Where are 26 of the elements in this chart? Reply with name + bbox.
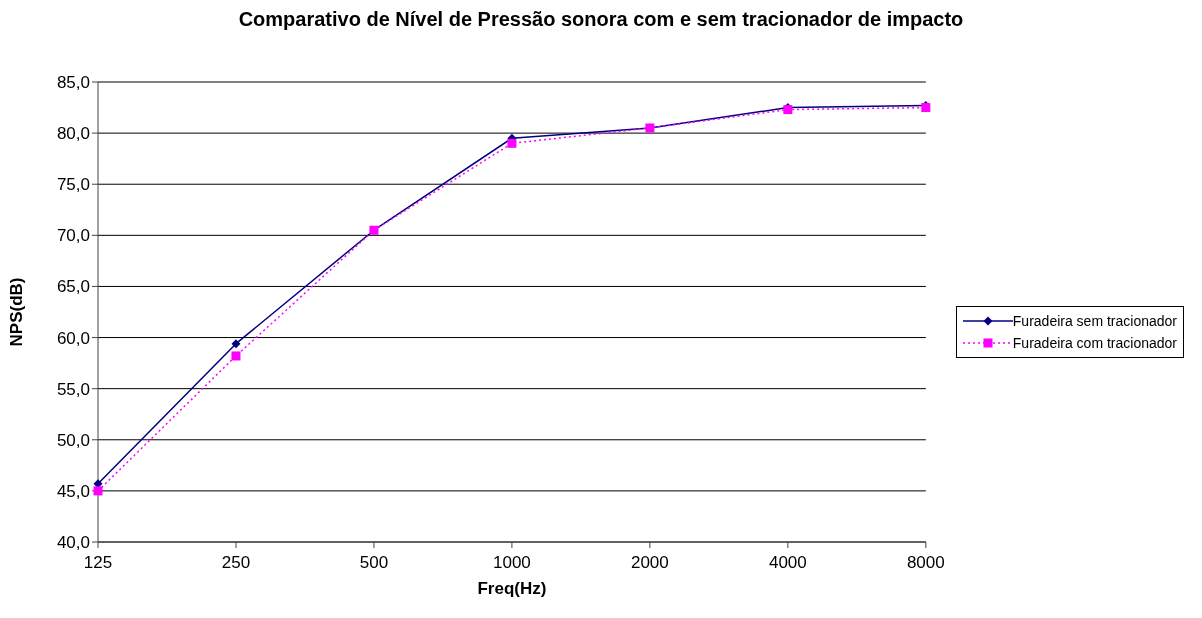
point <box>507 138 517 148</box>
legend-label: Furadeira sem tracionador <box>1012 313 1177 329</box>
y-tick-label: 50,0 <box>56 430 90 450</box>
y-tick-label: 60,0 <box>56 328 90 348</box>
point <box>231 351 241 361</box>
chart-title: Comparativo de Nível de Pressão sonora com e sem tracionador de impacto <box>237 8 965 32</box>
x-tick-label: 8000 <box>906 553 945 573</box>
y-tick-label: 75,0 <box>56 175 90 195</box>
x-tick-label: 125 <box>83 553 113 573</box>
y-tick-label: 80,0 <box>56 124 90 144</box>
x-tick-label: 4000 <box>768 553 807 573</box>
x-axis-title: Freq(Hz) <box>477 579 547 598</box>
y-tick-label: 65,0 <box>56 277 90 297</box>
y-tick-label: 55,0 <box>56 379 90 399</box>
x-tick-label: 1000 <box>492 553 531 573</box>
point <box>231 339 241 349</box>
y-tick-label: 40,0 <box>56 533 90 553</box>
point <box>93 486 103 496</box>
y-tick-label: 85,0 <box>56 73 90 93</box>
legend-label: Furadeira com tracionador <box>1012 335 1177 351</box>
y-tick-label: 70,0 <box>56 226 90 246</box>
y-tick-label: 45,0 <box>56 481 90 501</box>
x-tick-label: 2000 <box>630 553 669 573</box>
x-tick-label: 250 <box>221 553 251 573</box>
x-tick-label: 500 <box>359 553 389 573</box>
y-axis-title: NPS(dB) <box>7 277 27 347</box>
